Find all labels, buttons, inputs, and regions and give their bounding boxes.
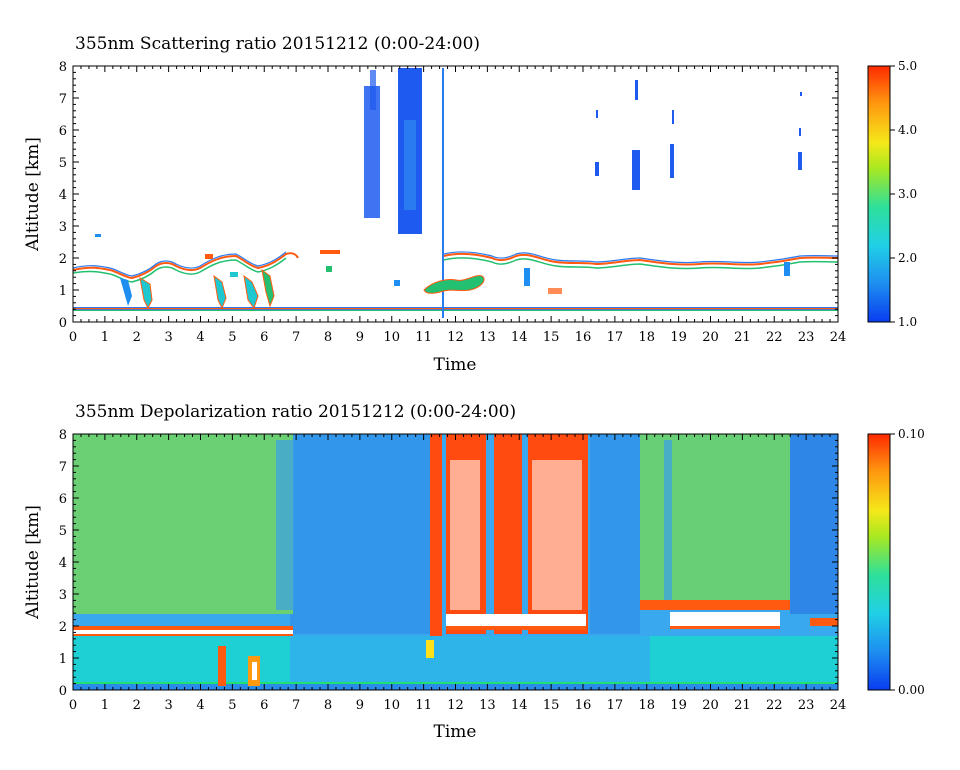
x-tick-label: 4: [196, 330, 204, 345]
x-tick-label: 9: [356, 698, 364, 713]
colorbar-tick-label: 0.00: [898, 683, 925, 697]
heatmap-image: [73, 434, 838, 690]
x-tick-label: 8: [324, 698, 332, 713]
x-tick-label: 8: [324, 330, 332, 345]
x-tick-label: 18: [638, 330, 655, 345]
x-tick-label: 0: [69, 330, 77, 345]
x-tick-label: 10: [383, 330, 400, 345]
y-tick-label: 6: [59, 492, 67, 507]
x-tick-label: 11: [415, 698, 432, 713]
x-tick-label: 24: [830, 330, 847, 345]
colorbar: 1.0 2.0 3.0 4.0 5.0: [867, 59, 917, 329]
colorbar-tick-label: 4.0: [898, 123, 917, 137]
chart-title: 355nm Depolarization ratio 20151212 (0:0…: [75, 402, 516, 422]
x-tick-label: 7: [292, 330, 300, 345]
x-tick-label: 13: [479, 330, 496, 345]
x-axis-label: Time: [434, 722, 477, 742]
x-tick-label: 18: [638, 698, 655, 713]
x-tick-label: 3: [164, 698, 172, 713]
heatmap-image: [73, 68, 838, 318]
x-tick-label: 20: [702, 698, 719, 713]
panel-scattering-ratio: 355nm Scattering ratio 20151212 (0:00-24…: [23, 34, 917, 375]
y-tick-label: 2: [59, 252, 67, 267]
x-tick-label: 1: [101, 698, 109, 713]
x-axis: 0 1 2 3 4 5 6 7 8 9 10 11 12 13 14 15 16 17 18 19 20 21 22 23 24: [69, 434, 846, 713]
colorbar-gradient: [868, 434, 890, 690]
y-tick-label: 0: [59, 684, 67, 699]
x-tick-label: 12: [447, 330, 464, 345]
x-tick-label: 21: [734, 330, 751, 345]
x-tick-label: 6: [260, 330, 268, 345]
y-tick-label: 2: [59, 620, 67, 635]
x-tick-label: 14: [511, 698, 528, 713]
x-tick-label: 7: [292, 698, 300, 713]
x-tick-label: 2: [133, 330, 141, 345]
y-tick-label: 8: [59, 428, 67, 443]
x-axis-label: Time: [434, 355, 477, 375]
y-axis-label: Altitude [km]: [23, 137, 43, 252]
x-tick-label: 21: [734, 698, 751, 713]
x-axis: 0 1 2 3 4 5 6 7 8 9 10 11 12 13 14 15 16 17 18 19 20 21 22 23 24: [69, 66, 846, 345]
chart-title: 355nm Scattering ratio 20151212 (0:00-24…: [75, 34, 480, 54]
x-tick-label: 1: [101, 330, 109, 345]
colorbar-tick-label: 1.0: [898, 315, 917, 329]
colorbar-ticks: 1.0 2.0 3.0 4.0 5.0: [890, 59, 917, 329]
colorbar: 0.00 0.10: [867, 427, 925, 697]
x-tick-label: 23: [798, 698, 815, 713]
x-tick-label: 14: [511, 330, 528, 345]
x-tick-label: 2: [133, 698, 141, 713]
y-tick-label: 1: [59, 284, 67, 299]
x-tick-label: 3: [164, 330, 172, 345]
plot-area: [73, 66, 838, 322]
x-tick-label: 11: [415, 330, 432, 345]
x-tick-label: 5: [228, 330, 236, 345]
y-axis-label: Altitude [km]: [23, 505, 43, 620]
y-tick-label: 4: [59, 556, 67, 571]
x-tick-label: 23: [798, 330, 815, 345]
y-tick-label: 8: [59, 60, 67, 75]
y-tick-label: 7: [59, 460, 67, 475]
y-axis: 0 1 2 3 4 5 6 7 8: [59, 428, 838, 699]
y-tick-label: 5: [59, 156, 67, 171]
panel-depolarization-ratio: 355nm Depolarization ratio 20151212 (0:0…: [23, 402, 925, 742]
x-tick-label: 4: [196, 698, 204, 713]
x-tick-label: 19: [670, 698, 687, 713]
colorbar-tick-label: 5.0: [898, 59, 917, 73]
y-tick-label: 5: [59, 524, 67, 539]
y-tick-label: 7: [59, 92, 67, 107]
x-tick-label: 16: [575, 330, 592, 345]
x-tick-label: 24: [830, 698, 847, 713]
x-tick-label: 19: [670, 330, 687, 345]
y-tick-label: 3: [59, 588, 67, 603]
colorbar-tick-label: 3.0: [898, 187, 917, 201]
x-tick-label: 17: [607, 698, 624, 713]
x-tick-label: 13: [479, 698, 496, 713]
x-tick-label: 12: [447, 698, 464, 713]
colorbar-tick-label: 2.0: [898, 251, 917, 265]
x-tick-label: 16: [575, 698, 592, 713]
y-tick-label: 1: [59, 652, 67, 667]
x-tick-label: 22: [766, 330, 783, 345]
y-axis: 0 1 2 3 4 5 6 7 8: [59, 60, 838, 331]
y-tick-label: 3: [59, 220, 67, 235]
colorbar-ticks: 0.00 0.10: [890, 427, 925, 697]
x-tick-label: 10: [383, 698, 400, 713]
x-tick-label: 5: [228, 698, 236, 713]
y-tick-label: 0: [59, 316, 67, 331]
x-tick-label: 22: [766, 698, 783, 713]
y-tick-label: 6: [59, 124, 67, 139]
x-tick-label: 0: [69, 698, 77, 713]
colorbar-gradient: [868, 66, 890, 322]
colorbar-tick-label: 0.10: [898, 427, 925, 441]
x-tick-label: 17: [607, 330, 624, 345]
y-tick-label: 4: [59, 188, 67, 203]
x-tick-label: 15: [543, 330, 560, 345]
x-tick-label: 20: [702, 330, 719, 345]
x-tick-label: 9: [356, 330, 364, 345]
x-tick-label: 6: [260, 698, 268, 713]
x-tick-label: 15: [543, 698, 560, 713]
